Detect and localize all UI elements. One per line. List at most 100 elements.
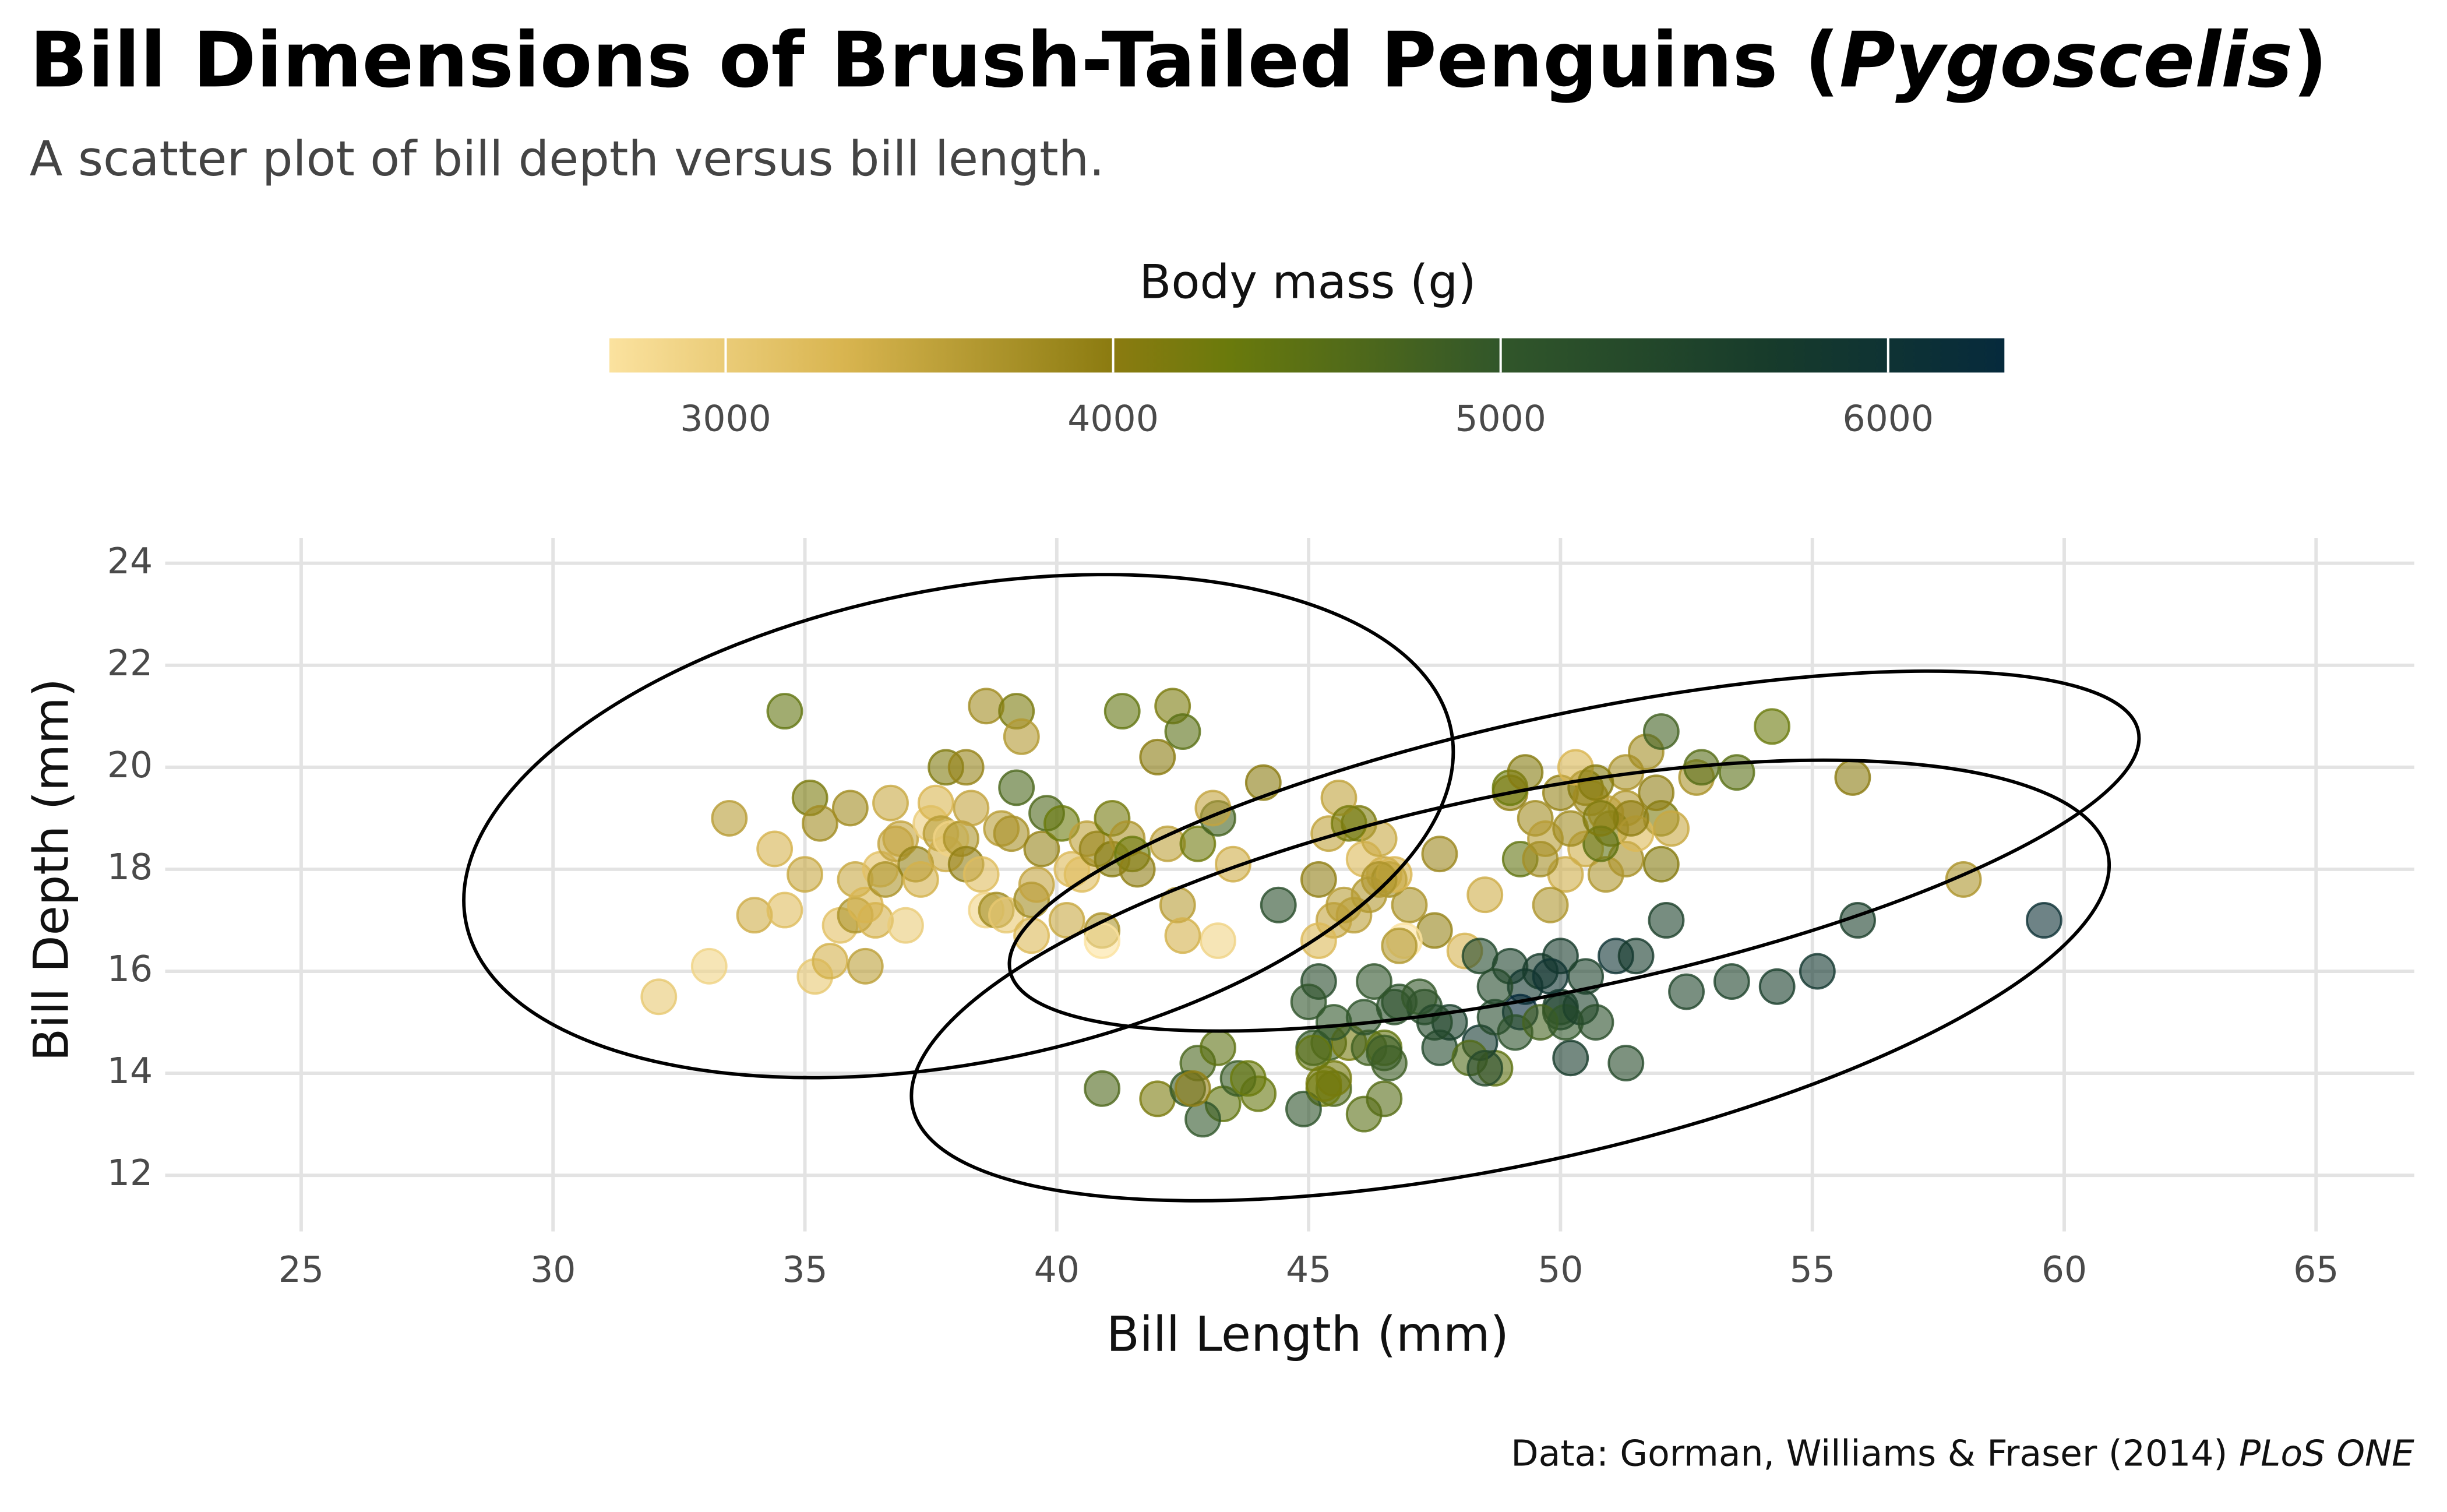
point (831, 790, 869, 827)
point (1214, 845, 1251, 883)
point (1300, 861, 1337, 898)
point (1587, 856, 1624, 893)
point (1582, 799, 1620, 837)
point (1532, 886, 1569, 924)
colorbar-tick-label: 4000 (1067, 397, 1159, 439)
y-tick-label: 20 (107, 744, 153, 786)
point (1048, 902, 1085, 939)
point (1617, 937, 1655, 975)
point (690, 947, 728, 985)
point (917, 784, 954, 822)
colorbar-tick-label: 6000 (1842, 397, 1934, 439)
point (1799, 953, 1836, 990)
point (812, 943, 849, 979)
y-tick-label: 12 (107, 1152, 153, 1194)
caption: Data: Gorman, Williams & Fraser (2014) P… (1511, 1433, 2414, 1475)
point (1466, 876, 1504, 914)
point (1018, 866, 1055, 903)
point (787, 856, 823, 893)
point (766, 693, 803, 730)
ellipse (1007, 669, 2141, 1033)
y-tick-label: 24 (107, 540, 153, 582)
colorbar-gradient (609, 338, 2005, 373)
point (1754, 708, 1790, 745)
point (953, 790, 990, 827)
point (1103, 693, 1141, 730)
point (1285, 1090, 1322, 1127)
title-part: ) (2293, 15, 2328, 104)
point (887, 907, 924, 944)
point (1295, 1034, 1332, 1072)
point (1522, 841, 1559, 877)
point (1200, 1029, 1236, 1066)
point (968, 688, 1005, 725)
ellipse (909, 758, 2111, 1203)
colorbar-tick-label: 3000 (680, 397, 771, 439)
point (1834, 759, 1871, 796)
grid-layer: 25 30 35 40 45 50 55 60 65 12 14 16 18 20 22 24 (107, 537, 2414, 1291)
point (1758, 968, 1796, 1005)
point (902, 861, 939, 898)
point (1638, 774, 1675, 812)
point (1179, 825, 1217, 862)
point (993, 815, 1030, 852)
point (1391, 886, 1428, 924)
point (1653, 810, 1690, 847)
point (802, 805, 838, 842)
x-tick-label: 35 (782, 1249, 827, 1291)
title-part: Bill Dimensions of Brush-Tailed Penguins… (30, 15, 1839, 104)
point (872, 784, 909, 822)
point (1642, 713, 1680, 750)
point (1290, 984, 1327, 1020)
point (640, 978, 678, 1016)
colorbar-tick-label: 5000 (1455, 397, 1546, 439)
point (1229, 1060, 1267, 1097)
caption-part: Data: Gorman, Williams & Fraser (2014) (1511, 1433, 2239, 1475)
point (1461, 937, 1498, 975)
point (766, 891, 803, 929)
y-tick-label: 16 (107, 948, 153, 990)
point (1421, 836, 1458, 873)
point (1356, 963, 1392, 1000)
point (1466, 1049, 1504, 1087)
point (1476, 968, 1514, 1005)
point (736, 897, 773, 934)
point (1366, 1080, 1403, 1118)
chart-title: Bill Dimensions of Brush-Tailed Penguins… (30, 15, 2328, 104)
point (857, 902, 894, 939)
point (1315, 1004, 1352, 1041)
point (1668, 973, 1705, 1010)
point (1532, 958, 1569, 995)
point (1416, 1004, 1453, 1041)
point (1184, 1101, 1221, 1138)
point (1718, 754, 1755, 791)
point (867, 861, 904, 898)
x-tick-label: 55 (1790, 1249, 1835, 1291)
point (1577, 764, 1614, 801)
point (998, 769, 1035, 806)
point (1164, 713, 1201, 750)
point (1381, 927, 1418, 964)
x-tick-label: 40 (1034, 1249, 1080, 1291)
point (2025, 902, 2062, 939)
x-tick-label: 25 (278, 1249, 324, 1291)
point (1577, 1004, 1614, 1041)
point (1084, 1070, 1121, 1107)
point (1345, 999, 1383, 1036)
point (1607, 1045, 1645, 1082)
x-axis-title: Bill Length (mm) (1106, 1306, 1509, 1362)
point (1023, 830, 1060, 868)
point (847, 947, 884, 985)
x-tick-label: 30 (530, 1249, 576, 1291)
y-tick-label: 14 (107, 1050, 153, 1092)
point (947, 749, 985, 786)
y-axis-title: Bill Depth (mm) (23, 678, 79, 1062)
point (1713, 963, 1750, 1000)
point-layer (640, 688, 2062, 1138)
point (711, 799, 748, 837)
point (1174, 1070, 1211, 1107)
point (1200, 922, 1236, 959)
point (1648, 902, 1685, 939)
x-tick-label: 60 (2041, 1249, 2087, 1291)
